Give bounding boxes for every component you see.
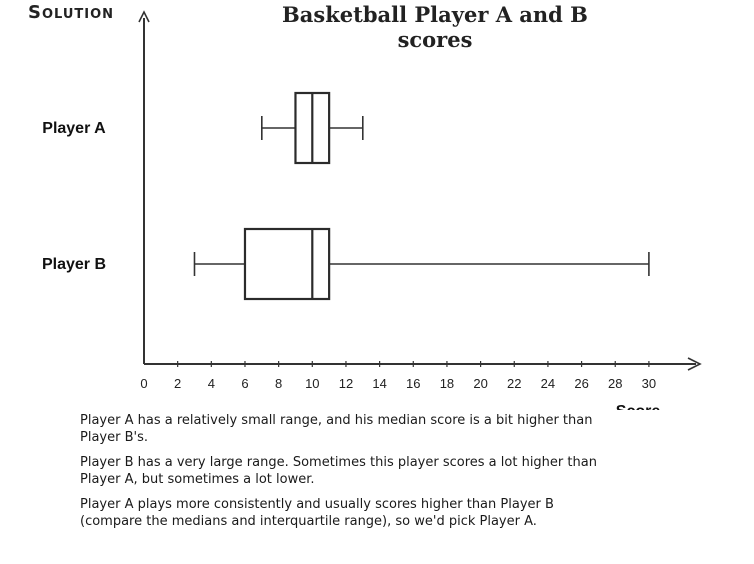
solution-header: Solution [28, 2, 115, 23]
iqr-box [243, 227, 331, 301]
x-tick-label: 20 [473, 376, 487, 391]
x-tick-label: 4 [208, 376, 215, 391]
x-tick-label: 16 [406, 376, 420, 391]
x-tick-label: 12 [339, 376, 353, 391]
x-tick-label: 26 [574, 376, 588, 391]
x-tick-label: 28 [608, 376, 622, 391]
category-label: Player A [42, 120, 106, 137]
note-3: Player A plays more consistently and usu… [80, 497, 554, 529]
note-1: Player A has a relatively small range, a… [80, 413, 593, 445]
note-2: Player B has a very large range. Sometim… [80, 455, 597, 487]
y-axis-arrow [138, 10, 150, 23]
category-label: Player B [42, 256, 106, 273]
x-tick-label: 24 [541, 376, 555, 391]
x-tick-label: 18 [440, 376, 454, 391]
x-tick-label: 0 [140, 376, 147, 391]
boxplot-chart: 024681012141618202224262830ScorePlayer A… [42, 10, 702, 410]
x-axis-title: Score [616, 403, 661, 410]
chart-title: Basketball Player A and B scores [282, 2, 588, 52]
x-tick-label: 10 [305, 376, 319, 391]
x-tick-label: 14 [372, 376, 386, 391]
x-tick-label: 22 [507, 376, 521, 391]
x-tick-label: 30 [642, 376, 656, 391]
notes: Player A has a relatively small range, a… [80, 412, 600, 538]
x-axis-arrow [687, 357, 702, 371]
x-tick-label: 6 [241, 376, 248, 391]
x-tick-label: 2 [174, 376, 181, 391]
x-tick-label: 8 [275, 376, 282, 391]
